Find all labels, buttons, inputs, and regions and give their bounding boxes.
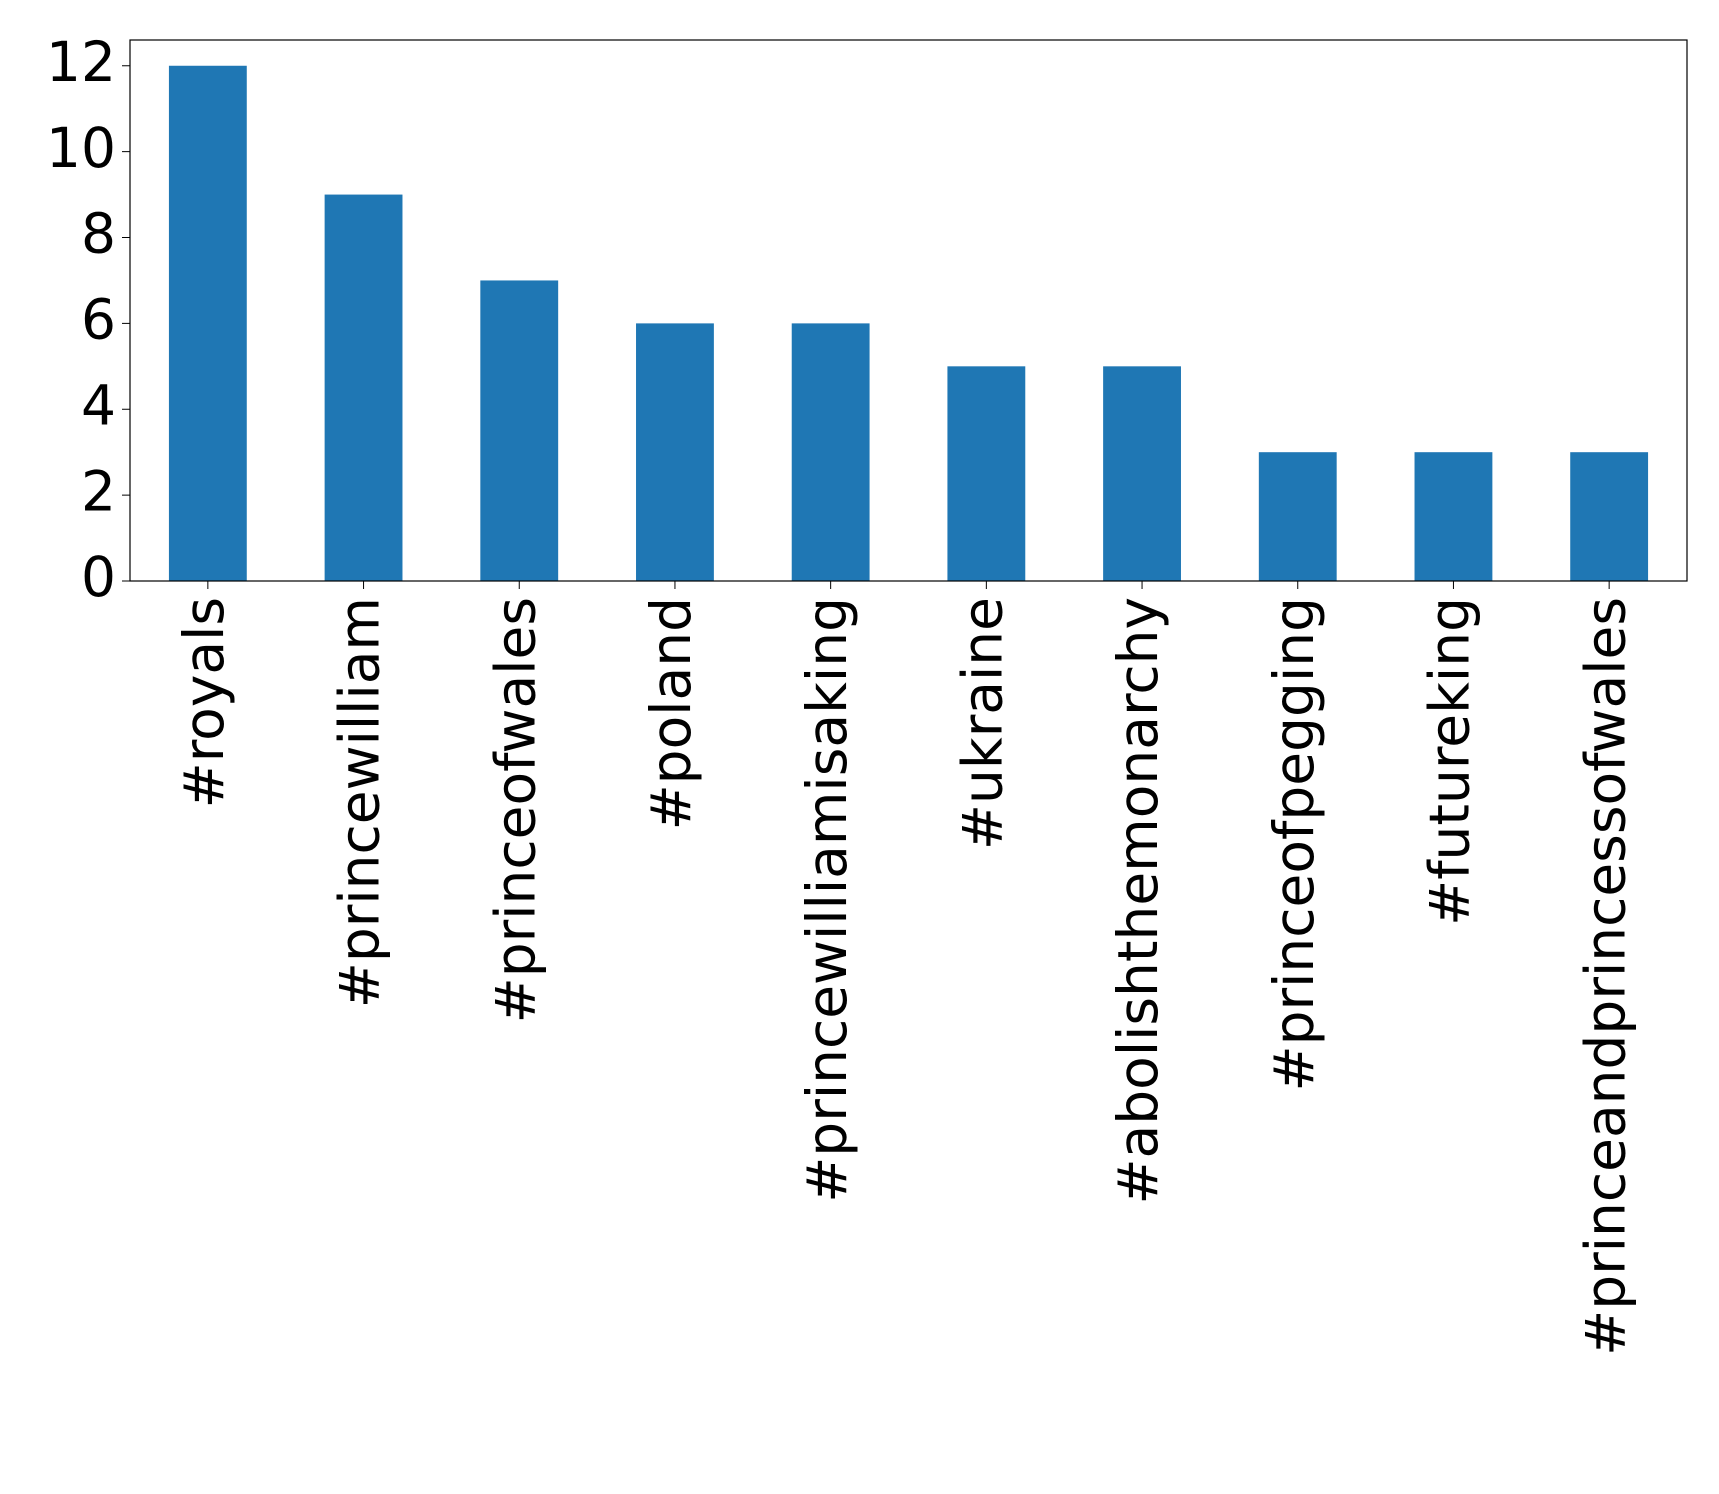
x-tick-label: #abolishthemonarchy [1106, 597, 1170, 1205]
bar [480, 280, 559, 581]
y-tick-label: 4 [81, 373, 116, 437]
x-tick-label: #princewilliamisaking [795, 597, 859, 1203]
y-tick-label: 0 [81, 545, 116, 609]
bar [1570, 452, 1649, 581]
x-tick-label: #ukraine [950, 597, 1014, 850]
bar [1414, 452, 1493, 581]
y-tick-label: 10 [46, 116, 116, 180]
x-tick-label: #princeandprincessofwales [1573, 597, 1637, 1356]
bar [1258, 452, 1337, 581]
plot-frame [129, 39, 1688, 582]
y-tick-label: 2 [81, 459, 116, 523]
x-tick-label: #royals [172, 597, 236, 808]
y-tick-label: 12 [46, 30, 116, 94]
bar [1103, 366, 1181, 581]
x-tick-label: #princewilliam [328, 597, 392, 1008]
x-tick-label: #poland [639, 597, 703, 830]
bar [324, 194, 403, 582]
y-tick-label: 6 [81, 288, 116, 352]
bar [791, 323, 870, 581]
x-tick-label: #princeofpegging [1262, 597, 1326, 1091]
bar [168, 65, 247, 581]
x-tick-label: #futureking [1418, 597, 1482, 926]
bar [947, 366, 1026, 581]
y-tick-label: 8 [81, 202, 116, 266]
x-tick-label: #princeofwales [483, 597, 547, 1023]
bar [636, 323, 714, 581]
